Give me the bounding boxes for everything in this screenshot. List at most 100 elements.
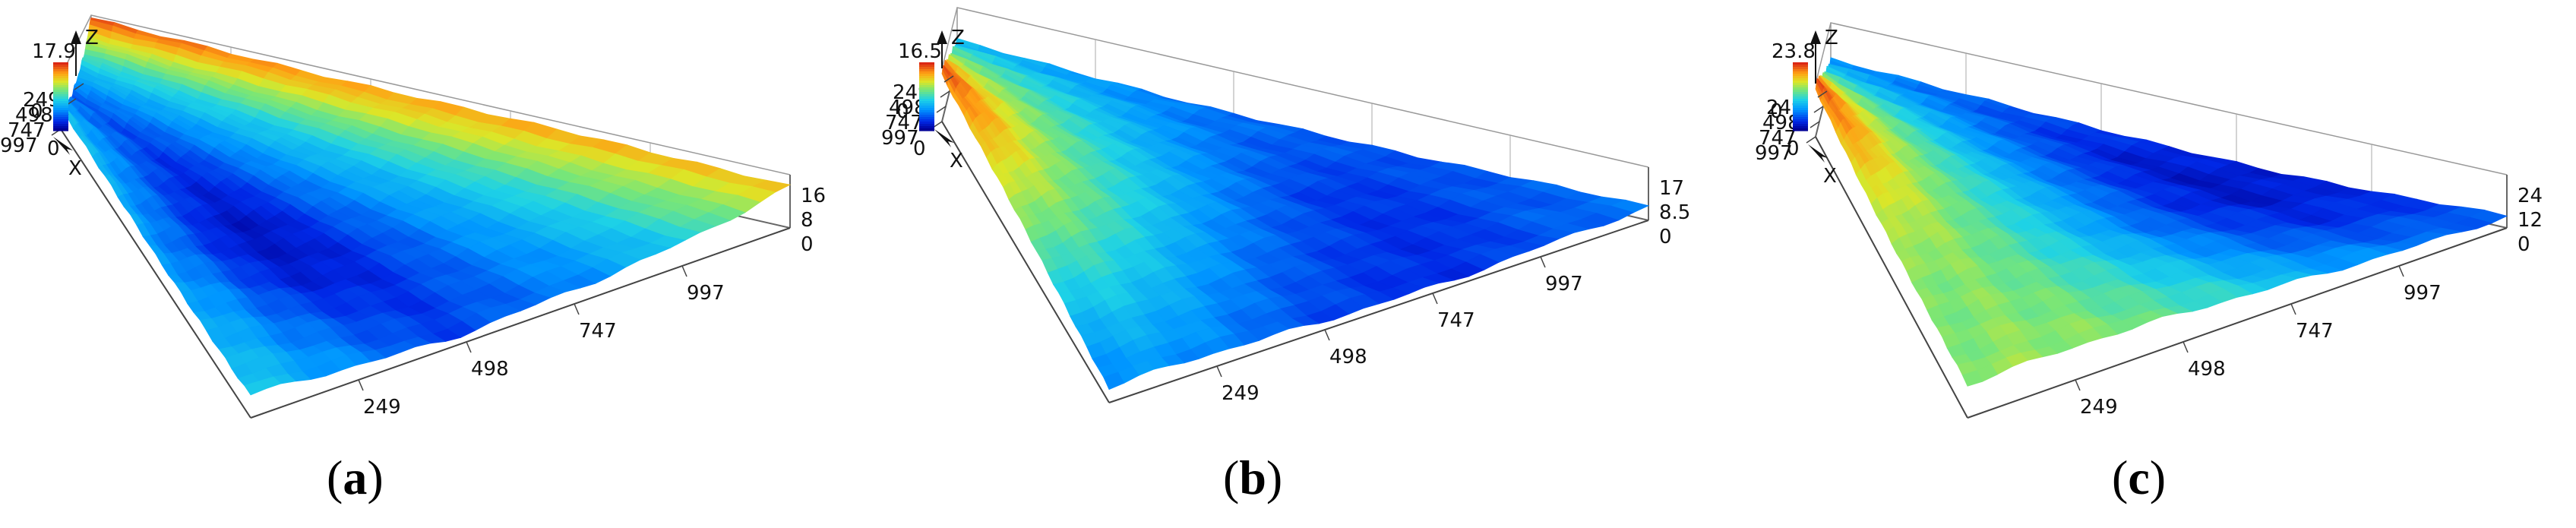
z-tick-label: 16: [801, 185, 826, 207]
colorbar-segment: [919, 92, 934, 95]
z-tick-label: 17: [1659, 177, 1684, 200]
colorbar-segment: [919, 115, 934, 118]
z-axis-arrow: [71, 30, 81, 44]
z-axis-arrow: [937, 30, 947, 44]
colorbar-segment: [919, 124, 934, 127]
surface-mesh: [941, 38, 1650, 390]
colorbar-segment: [1793, 108, 1808, 111]
z-axis-origin-label: 0: [47, 138, 60, 160]
colorbar-segment: [919, 90, 934, 93]
colorbar-segment: [919, 76, 934, 79]
colorbar-segment: [53, 119, 68, 122]
z-axis-arrow: [1810, 30, 1821, 44]
z-axis-label: Z: [85, 27, 99, 49]
colorbar-segment: [919, 62, 934, 65]
y-tick: [1324, 329, 1330, 341]
colorbar-segment: [1793, 65, 1808, 68]
x-axis-label: X: [1823, 165, 1837, 188]
colorbar-segment: [919, 96, 934, 100]
colorbar-segment: [919, 65, 934, 68]
colorbar-segment: [53, 83, 68, 86]
colorbar-segment: [919, 78, 934, 81]
colorbar-segment: [919, 126, 934, 129]
colorbar-segment: [919, 67, 934, 70]
colorbar-min-label: 0: [30, 100, 43, 123]
colorbar-segment: [53, 90, 68, 93]
y-tick: [2182, 341, 2189, 353]
colorbar-segment: [919, 94, 934, 97]
y-tick-label: 747: [1437, 309, 1475, 332]
x-axis-arrow: [1808, 144, 1828, 163]
y-tick: [681, 265, 687, 277]
x-tick-label: 997: [1755, 142, 1793, 165]
colorbar-segment: [53, 96, 68, 100]
colorbar-segment: [1793, 67, 1808, 70]
surface-panel-a: 249 498 747 997 249 498 747 997 X 0 8 16 Z 17.9 0 0 (a): [0, 0, 858, 528]
y-tick: [2075, 379, 2081, 391]
x-axis-arrow: [53, 137, 73, 155]
x-tick: [943, 75, 954, 83]
colorbar: 23.8 00: [1770, 40, 1816, 160]
colorbar-segment: [919, 119, 934, 122]
colorbar-segment: [1793, 96, 1808, 100]
z-tick-label: 0: [801, 233, 814, 256]
colorbar-segment: [53, 103, 68, 106]
x-tick-label: 997: [881, 127, 919, 150]
colorbar-segment: [53, 117, 68, 120]
colorbar-segment: [1793, 124, 1808, 127]
colorbar-segment: [919, 81, 934, 84]
x-tick-label: 498: [15, 104, 53, 127]
x-tick: [74, 83, 84, 90]
colorbar-segment: [1793, 87, 1808, 90]
x-axis-line: [60, 128, 251, 419]
z-axis-label: Z: [1825, 27, 1838, 49]
colorbar-segment: [53, 71, 68, 74]
colorbar-segment: [1793, 94, 1808, 97]
x-tick: [1806, 136, 1816, 144]
colorbar-segment: [1793, 112, 1808, 115]
z-tick-label: 0: [1659, 226, 1672, 248]
y-tick: [2398, 265, 2404, 277]
x-tick: [1813, 106, 1824, 113]
colorbar-segment: [919, 99, 934, 102]
panel-caption-b: (b): [1223, 451, 1283, 504]
y-tick: [574, 303, 580, 315]
x-tick-label: 747: [885, 112, 923, 134]
colorbar-segment: [919, 110, 934, 113]
x-tick: [940, 90, 950, 98]
colorbar-segment: [919, 74, 934, 77]
colorbar-segment: [919, 106, 934, 109]
colorbar-segment: [53, 69, 68, 72]
y-tick-label: 249: [363, 396, 401, 419]
y-axis-line: [1108, 220, 1649, 403]
y-tick-label: 249: [2080, 396, 2118, 419]
x-axis-line: [941, 121, 1110, 403]
colorbar-segment: [53, 99, 68, 102]
y-tick: [1432, 292, 1438, 305]
colorbar-segment: [1793, 122, 1808, 125]
colorbar-segment: [53, 92, 68, 95]
colorbar-segment: [1793, 71, 1808, 74]
colorbar-segment: [1793, 76, 1808, 79]
y-tick-label: 498: [1329, 346, 1367, 368]
colorbar-segment: [53, 85, 68, 88]
colorbar-segment: [53, 94, 68, 97]
colorbar-segment: [53, 126, 68, 129]
y-tick: [2290, 303, 2296, 315]
y-tick-label: 747: [579, 320, 617, 343]
y-tick-label: 997: [2404, 282, 2442, 305]
surface-cell: [244, 381, 267, 396]
x-axis-arrow: [934, 129, 954, 147]
colorbar-segment: [919, 103, 934, 106]
colorbar-segment: [53, 74, 68, 77]
surface-cell: [1961, 370, 1983, 387]
z-tick-label: 0: [2518, 233, 2530, 256]
x-tick-label: 747: [8, 119, 46, 142]
colorbar-segment: [919, 85, 934, 88]
y-tick-label: 249: [1222, 382, 1260, 405]
colorbar-segment: [1793, 101, 1808, 104]
colorbar-segment: [919, 108, 934, 111]
y-axis-line: [250, 227, 791, 419]
